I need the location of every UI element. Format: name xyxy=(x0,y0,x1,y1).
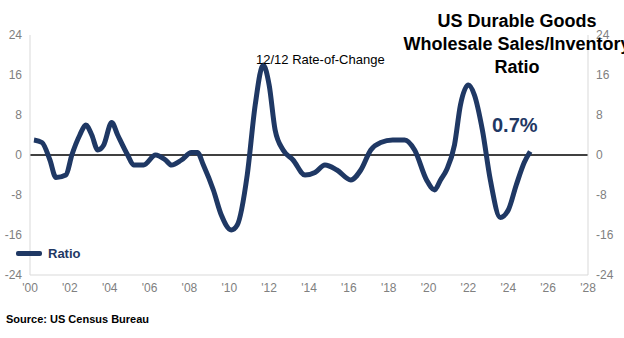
svg-text:'28: '28 xyxy=(580,281,596,295)
svg-text:'26: '26 xyxy=(540,281,556,295)
svg-text:0: 0 xyxy=(596,148,603,162)
html-text:0.7%: 0.7% xyxy=(492,114,538,136)
svg-text:'14: '14 xyxy=(301,281,317,295)
html-text:Source: US Census Bureau: Source: US Census Bureau xyxy=(6,313,149,325)
svg-text:'04: '04 xyxy=(102,281,118,295)
svg-text:-8: -8 xyxy=(596,188,607,202)
svg-text:'16: '16 xyxy=(341,281,357,295)
svg-text:8: 8 xyxy=(596,108,603,122)
svg-text:'06: '06 xyxy=(142,281,158,295)
svg-text:16: 16 xyxy=(596,68,610,82)
svg-text:-24: -24 xyxy=(596,268,614,282)
svg-text:'18: '18 xyxy=(381,281,397,295)
svg-text:'10: '10 xyxy=(221,281,237,295)
svg-text:'20: '20 xyxy=(421,281,437,295)
html-text:12/12 Rate-of-Change: 12/12 Rate-of-Change xyxy=(256,52,385,67)
svg-text:-16: -16 xyxy=(8,228,22,242)
svg-text:8: 8 xyxy=(15,108,22,122)
svg-text:'00: '00 xyxy=(22,281,38,295)
svg-text:-16: -16 xyxy=(596,228,614,242)
svg-text:'22: '22 xyxy=(461,281,477,295)
svg-text:'12: '12 xyxy=(261,281,277,295)
svg-text:-8: -8 xyxy=(11,188,22,202)
html-text:Ratio: Ratio xyxy=(48,246,81,261)
svg-text:-24: -24 xyxy=(8,268,22,282)
svg-text:24: 24 xyxy=(9,28,23,42)
svg-text:'08: '08 xyxy=(182,281,198,295)
svg-text:'24: '24 xyxy=(500,281,516,295)
svg-text:'02: '02 xyxy=(62,281,78,295)
svg-text:0: 0 xyxy=(15,148,22,162)
svg-text:16: 16 xyxy=(9,68,23,82)
